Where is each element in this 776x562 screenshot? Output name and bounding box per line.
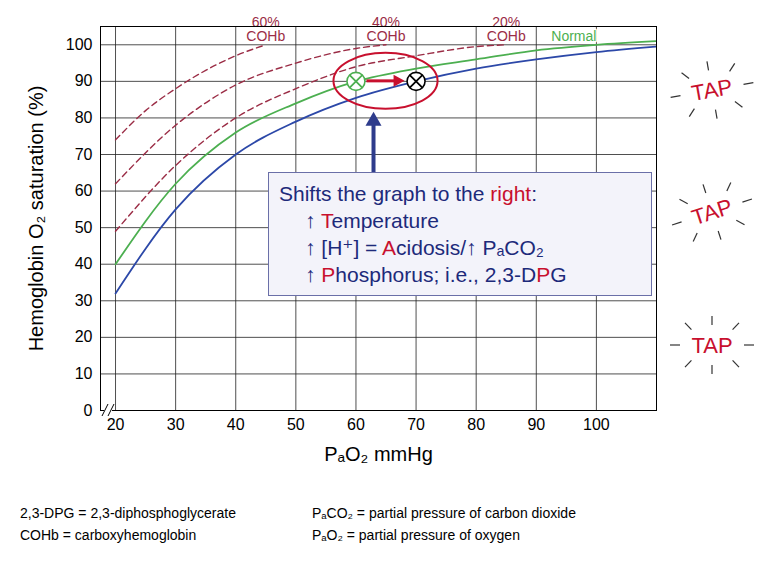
- svg-text:Normal: Normal: [551, 28, 596, 44]
- svg-text:TAP: TAP: [691, 333, 732, 358]
- svg-text:PₐO₂ mmHg: PₐO₂ mmHg: [324, 443, 433, 465]
- html-text:PₐO₂ = partial pressure of oxy: PₐO₂ = partial pressure of oxygen: [312, 527, 520, 543]
- svg-text:TAP: TAP: [689, 194, 736, 230]
- svg-text:100: 100: [583, 416, 610, 433]
- svg-text:40: 40: [75, 255, 93, 272]
- html-text:2,3-DPG = 2,3-diphosphoglycera: 2,3-DPG = 2,3-diphosphoglycerate: [20, 505, 236, 521]
- html-text:↑ P hosphorus; i.e., 2,3-D P G: ↑ P hosphorus; i.e., 2,3-D P G: [305, 263, 567, 286]
- svg-text:90: 90: [75, 72, 93, 89]
- svg-text:60: 60: [75, 182, 93, 199]
- svg-text:80: 80: [467, 416, 485, 433]
- svg-text:90: 90: [527, 416, 545, 433]
- svg-text:30: 30: [167, 416, 185, 433]
- html-text:COHb = carboxyhemoglobin: COHb = carboxyhemoglobin: [20, 527, 197, 543]
- svg-text:20: 20: [107, 416, 125, 433]
- svg-text:40: 40: [227, 416, 245, 433]
- html-text:PₐCO₂ = partial pressure of ca: PₐCO₂ = partial pressure of carbon dioxi…: [312, 505, 576, 521]
- svg-text:20: 20: [75, 328, 93, 345]
- svg-text:50: 50: [287, 416, 305, 433]
- svg-text:20%COHb: 20%COHb: [487, 14, 526, 44]
- svg-text:0: 0: [84, 402, 93, 419]
- svg-text:70: 70: [75, 146, 93, 163]
- svg-text:60: 60: [347, 416, 365, 433]
- svg-text:10: 10: [75, 365, 93, 382]
- html-text:↑ [H⁺] = A cidosis/↑ PₐCO₂: ↑ [H⁺] = A cidosis/↑ PₐCO₂: [305, 236, 544, 259]
- svg-text:Hemoglobin O₂ saturation (%): Hemoglobin O₂ saturation (%): [25, 86, 47, 352]
- html-text:↑ T emperature: ↑ T emperature: [305, 209, 439, 232]
- svg-text:100: 100: [66, 36, 93, 53]
- html-text:Shifts the graph to the right:: Shifts the graph to the right:: [279, 182, 537, 205]
- svg-text:70: 70: [407, 416, 425, 433]
- svg-text:30: 30: [75, 292, 93, 309]
- svg-text:TAP: TAP: [690, 74, 735, 106]
- svg-text:80: 80: [75, 109, 93, 126]
- svg-text:50: 50: [75, 219, 93, 236]
- svg-text:40%COHb: 40%COHb: [367, 14, 406, 44]
- svg-text:60%COHb: 60%COHb: [246, 14, 285, 44]
